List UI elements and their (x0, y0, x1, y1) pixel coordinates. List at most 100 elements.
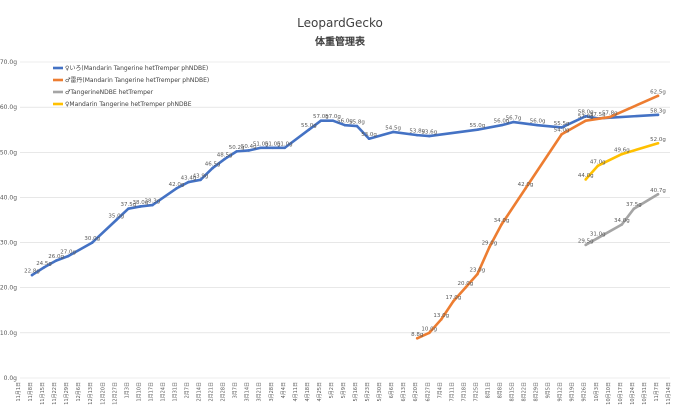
data-point (319, 119, 323, 122)
data-point (367, 137, 371, 141)
data-label: 35.0g (108, 214, 124, 220)
data-label: 29.5g (578, 238, 594, 244)
x-tick-label: 8月1日 (485, 382, 491, 398)
data-label: 62.5g (650, 89, 666, 95)
legend: ♀いろ(Mandarin Tangerine hetTremper phNDBE… (53, 65, 209, 108)
data-point (343, 123, 347, 127)
data-point (476, 128, 479, 132)
data-point (656, 94, 660, 98)
x-tick-label: 9月26日 (582, 382, 588, 402)
data-point (151, 203, 154, 207)
data-point (584, 178, 588, 181)
x-tick-label: 8月22日 (522, 382, 528, 402)
x-tick-label: 9月12日 (558, 382, 564, 402)
x-tick-label: 2月14日 (197, 382, 203, 402)
data-label: 56.0g (530, 119, 546, 125)
gridlines (20, 61, 670, 379)
x-tick-label: 6月6日 (389, 382, 395, 398)
series-4: 44.0g 47.0g 49.6g 52.0g (578, 137, 666, 181)
data-point (656, 192, 660, 196)
x-tick-label: 8月15日 (510, 382, 516, 402)
x-tick-label: 6月20日 (413, 382, 419, 402)
x-tick-label: 2月28日 (221, 382, 227, 402)
x-tick-label: 5月9日 (341, 382, 347, 398)
data-point (524, 187, 527, 190)
data-label: 43.9g (193, 173, 209, 179)
data-point (415, 133, 419, 137)
data-point (139, 205, 142, 208)
data-point (247, 149, 251, 152)
data-point (283, 146, 287, 150)
x-tick-label: 4月4日 (281, 382, 287, 398)
chart-subtitle: 体重管理表 (315, 35, 366, 48)
data-point (632, 207, 636, 211)
data-point (211, 166, 214, 170)
data-point (560, 132, 563, 136)
data-label: 44.0g (578, 173, 594, 179)
legend-label: ♀Mandarin Tangerine hetTremper phNDBE (65, 101, 192, 108)
x-tick-label: 2月7日 (185, 382, 191, 398)
legend-item: ♂TangerineNDBE hetTremper (53, 89, 154, 96)
data-label: 22.8g (24, 269, 40, 275)
legend-item: ♂雷丹(Mandarin Tangerine hetTremper phNDBE… (53, 77, 209, 84)
x-tick-label: 8月8日 (497, 382, 503, 398)
data-label: 57.5g (590, 112, 606, 118)
data-label: 55.0g (470, 123, 486, 129)
data-label: 47.0g (590, 159, 606, 165)
x-tick-label: 12月6日 (76, 382, 82, 402)
x-tick-label: 7月25日 (473, 382, 479, 402)
data-label: 34.0g (494, 218, 510, 224)
data-point (391, 130, 395, 134)
data-label: 57.0g (325, 114, 341, 120)
data-point (114, 218, 118, 222)
data-label: 46.5g (205, 162, 221, 168)
x-tick-label: 9月5日 (546, 382, 552, 398)
x-tick-label: 1月24日 (160, 382, 166, 402)
series-group: 22.8g24.5g26.0g27.0g30.0g35.0g37.5g38.0g… (24, 89, 666, 340)
data-label: 42.0g (169, 182, 185, 188)
data-point (500, 223, 503, 226)
y-tick-label: 50.0g (0, 149, 17, 156)
data-label: 38.3g (145, 199, 161, 205)
data-label: 37.5g (120, 202, 136, 208)
x-tick-label: 12月13日 (88, 382, 94, 405)
series-line (30, 113, 660, 277)
x-tick-label: 7月4日 (437, 382, 443, 398)
data-point (584, 114, 588, 118)
data-point (331, 119, 335, 122)
x-tick-label: 7月18日 (461, 382, 467, 402)
data-point (175, 187, 178, 190)
data-label: 52.0g (650, 137, 666, 143)
data-point (199, 178, 202, 182)
data-point (620, 223, 624, 226)
x-tick-label: 5月2日 (329, 382, 335, 398)
data-point (307, 128, 311, 132)
y-tick-label: 60.0g (0, 104, 17, 111)
data-label: 50.2g (229, 145, 245, 151)
data-point (620, 152, 624, 156)
x-tick-label: 4月11日 (293, 382, 299, 402)
y-tick-label: 10.0g (0, 330, 17, 337)
x-tick-label: 6月27日 (425, 382, 431, 402)
data-point (500, 123, 503, 127)
x-tick-label: 2月21日 (209, 382, 215, 402)
series-1: 22.8g24.5g26.0g27.0g30.0g35.0g37.5g38.0g… (24, 108, 666, 277)
data-point (608, 115, 612, 119)
data-point (452, 299, 455, 303)
data-point (427, 134, 431, 138)
x-tick-label: 9月19日 (570, 382, 576, 402)
data-point (259, 146, 263, 150)
x-tick-label: 8月29日 (534, 382, 540, 402)
x-tick-label: 11月7日 (654, 382, 660, 402)
legend-label: ♂雷丹(Mandarin Tangerine hetTremper phNDBE… (65, 77, 209, 84)
data-label: 58.3g (650, 108, 666, 114)
data-label: 34.0g (614, 218, 630, 224)
data-point (415, 336, 419, 340)
y-tick-label: 0.0g (4, 375, 18, 382)
data-label: 38.0g (132, 200, 148, 206)
data-label: 55.8g (349, 120, 365, 126)
x-tick-label: 1月10日 (136, 382, 142, 402)
x-tick-label: 12月27日 (112, 382, 118, 405)
data-label: 57.0g (578, 114, 594, 120)
